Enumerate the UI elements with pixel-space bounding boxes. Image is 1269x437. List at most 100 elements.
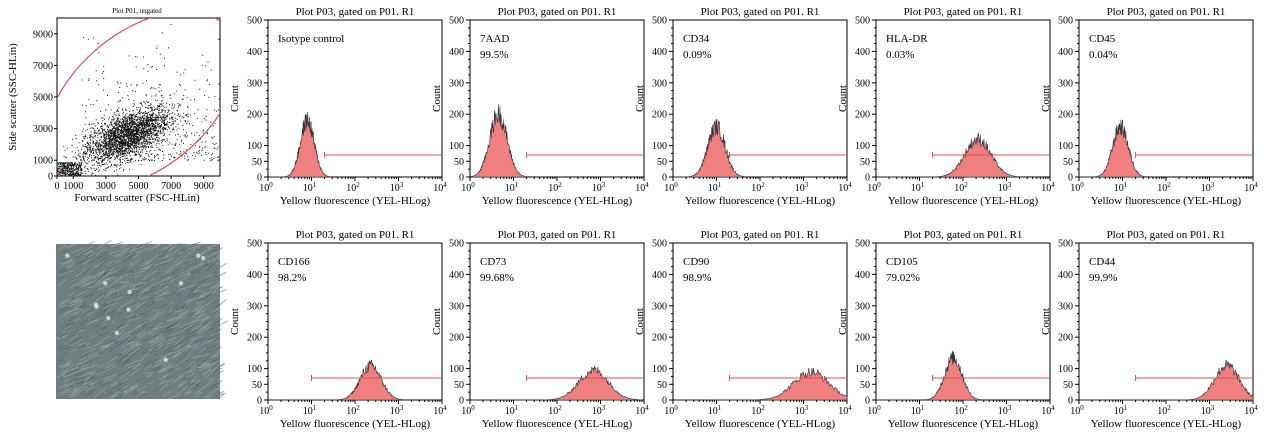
histogram-y-tick-label: 300	[247, 301, 262, 312]
histogram-marker-label: CD73	[480, 256, 507, 268]
histogram-xlabel: Yellow fluorescence (YEL-HLog)	[685, 195, 836, 207]
histogram-x-tick-exponent: 2	[1167, 181, 1171, 189]
histogram-7aad: Plot P03, gated on P01. R17AAD99.5%05010…	[431, 6, 649, 207]
histogram-ylabel: Count	[229, 85, 241, 112]
histogram-percent-label: 98.2%	[278, 272, 306, 284]
histogram-x-tick-exponent: 4	[1051, 404, 1055, 412]
scatter-axis-ticks: 0 1000 3000 5000 7000 90000100030005000700090…	[33, 29, 214, 192]
bright-cell	[127, 289, 132, 295]
scatter-y-tick-label: 5000	[33, 93, 53, 104]
histogram-title: Plot P03, gated on P01. R1	[904, 6, 1023, 18]
histogram-x-tick-exponent: 3	[1008, 404, 1012, 412]
histogram-x-tick-exponent: 0	[877, 181, 881, 189]
histogram-x-tick-exponent: 0	[269, 404, 273, 412]
histogram-y-tick-label: 0	[662, 396, 667, 407]
histogram-x-tick-label: 102	[954, 404, 968, 417]
scatter-x-tick-label: 1000	[63, 181, 83, 192]
histogram-x-tick-exponent: 0	[877, 404, 881, 412]
cell-culture-photo	[55, 240, 229, 400]
histogram-y-tick-label: 500	[247, 239, 262, 250]
histogram-x-tick-label: 102	[346, 404, 360, 417]
histogram-x-tick-label: 102	[346, 181, 360, 194]
histogram-y-tick-label: 500	[1058, 16, 1073, 27]
histogram-y-tick-label: 50	[860, 157, 870, 168]
histogram-x-tick-exponent: 4	[848, 181, 852, 189]
histogram-distribution	[469, 365, 642, 401]
histogram-hla-dr: Plot P03, gated on P01. R1 HLA-DR 0.03% 0 50…	[837, 6, 1055, 207]
histogram-y-tick-label: 400	[449, 270, 464, 281]
histogram-x-tick-label: 100	[461, 404, 475, 417]
histogram-distribution	[672, 118, 745, 178]
histogram-x-tick-label: 102	[1157, 181, 1171, 194]
histogram-y-tick-label: 100	[855, 364, 870, 375]
histogram-y-tick-label: 200	[449, 333, 464, 344]
histogram-grid: Plot P03, gated on P01. R1 Isotype contro…	[229, 6, 1258, 430]
histogram-title: Plot P03, gated on P01. R1	[498, 229, 617, 241]
histogram-x-tick-label: 101	[505, 404, 519, 417]
histogram-x-tick-label: 103	[1201, 404, 1215, 417]
histogram-marker-label: 7AAD	[480, 33, 509, 45]
histogram-x-tick-exponent: 4	[1254, 181, 1258, 189]
histogram-ylabel: Count	[837, 308, 849, 335]
scatter-points	[57, 24, 220, 176]
histogram-x-tick-exponent: 2	[558, 181, 562, 189]
histogram-y-tick-label: 300	[855, 301, 870, 312]
histogram-y-tick-label: 300	[855, 78, 870, 89]
histogram-marker-label: CD45	[1089, 33, 1116, 45]
histogram-x-tick-label: 104	[1041, 181, 1055, 194]
histogram-x-tick-exponent: 3	[805, 181, 809, 189]
histogram-x-tick-exponent: 4	[1051, 181, 1055, 189]
histogram-x-tick-exponent: 4	[443, 404, 447, 412]
histogram-ylabel: Count	[1040, 308, 1052, 335]
histogram-plot-area	[672, 19, 848, 178]
histogram-distribution	[875, 350, 982, 401]
histogram-ylabel: Count	[1040, 85, 1052, 112]
histogram-y-tick-label: 300	[652, 78, 667, 89]
histogram-x-tick-exponent: 1	[718, 404, 722, 412]
histogram-x-tick-exponent: 3	[602, 404, 606, 412]
histogram-x-tick-exponent: 0	[1080, 181, 1084, 189]
histogram-x-tick-label: 102	[1157, 404, 1171, 417]
histogram-x-tick-label: 100	[259, 404, 273, 417]
scatter-x-tick-label: 5000	[129, 181, 149, 192]
histogram-x-tick-label: 101	[303, 181, 317, 194]
histogram-y-tick-label: 50	[252, 380, 262, 391]
histogram-y-tick-label: 100	[652, 141, 667, 152]
bright-cell	[106, 315, 111, 321]
histogram-y-tick-label: 300	[652, 301, 667, 312]
scatter-ylabel: Side scatter (SSC-HLin)	[7, 43, 19, 151]
histogram-x-tick-label: 104	[433, 181, 447, 194]
histogram-title: Plot P03, gated on P01. R1	[1107, 6, 1226, 18]
histogram-y-tick-label: 400	[247, 47, 262, 58]
scatter-x-tick-label: 0	[55, 181, 60, 192]
histogram-xlabel: Yellow fluorescence (YEL-HLog)	[280, 195, 431, 207]
histogram-percent-label: 99.9%	[1089, 272, 1117, 284]
histogram-y-tick-label: 500	[652, 239, 667, 250]
histogram-x-tick-label: 104	[838, 404, 852, 417]
histogram-ylabel: Count	[837, 85, 849, 112]
histogram-xlabel: Yellow fluorescence (YEL-HLog)	[1091, 418, 1242, 430]
histogram-x-tick-exponent: 2	[1167, 404, 1171, 412]
histogram-x-tick-label: 102	[548, 181, 562, 194]
histogram-y-tick-label: 500	[449, 16, 464, 27]
scatter-y-tick-label: 7000	[33, 61, 53, 72]
bright-cell	[114, 330, 120, 336]
histogram-cd166: Plot P03, gated on P01. R1 CD166 98.2% 0 50 1…	[229, 229, 447, 430]
bright-cell	[94, 304, 99, 309]
histogram-x-tick-exponent: 0	[674, 404, 678, 412]
histogram-x-tick-exponent: 1	[921, 181, 925, 189]
histogram-x-tick-label: 103	[1201, 181, 1215, 194]
histogram-distribution	[469, 104, 527, 178]
histogram-x-tick-label: 100	[867, 181, 881, 194]
histogram-y-tick-label: 100	[449, 141, 464, 152]
histogram-x-tick-label: 100	[1070, 181, 1084, 194]
histogram-y-tick-label: 400	[855, 270, 870, 281]
histogram-distribution	[267, 112, 330, 178]
histogram-plot-area	[267, 19, 443, 178]
bright-cell	[65, 253, 70, 258]
histogram-x-tick-exponent: 0	[471, 404, 475, 412]
histogram-marker-label: CD105	[886, 256, 918, 268]
histogram-percent-label: 99.68%	[480, 272, 514, 284]
histogram-y-tick-label: 400	[1058, 270, 1073, 281]
